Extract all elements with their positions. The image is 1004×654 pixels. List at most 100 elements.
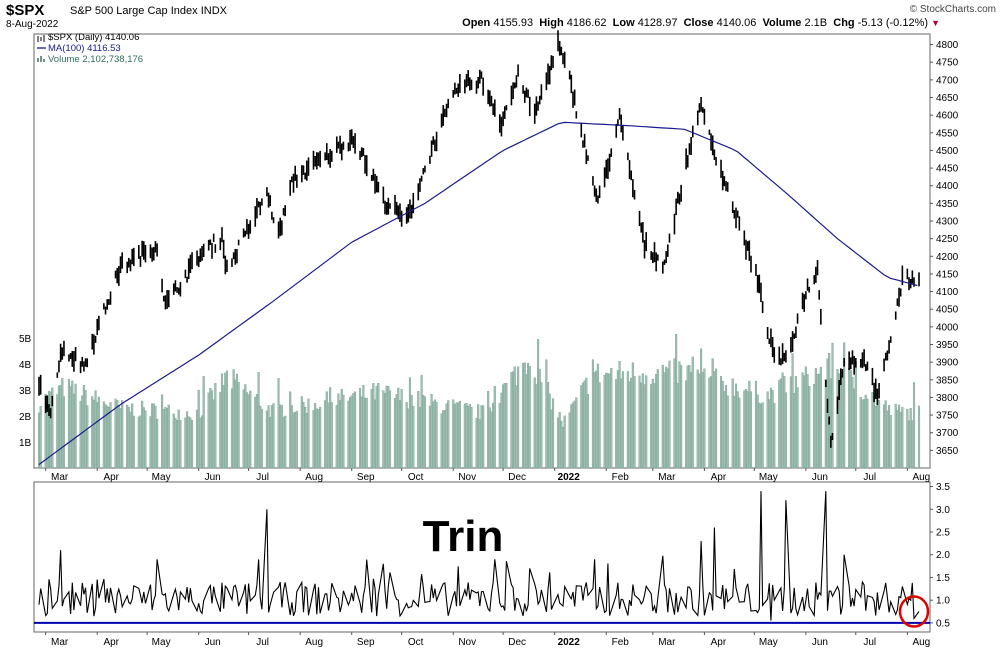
price-bar: [177, 287, 180, 295]
price-bar: [645, 232, 647, 252]
price-bar: [261, 198, 263, 206]
y-tick-label: 4550: [936, 128, 959, 139]
symbol: $SPX: [6, 2, 45, 19]
price-bar: [873, 382, 875, 403]
price-bar: [735, 207, 737, 229]
price-bar: [469, 77, 471, 91]
y-tick-label: 4350: [936, 199, 959, 210]
price-bar: [465, 74, 468, 88]
price-bar: [419, 178, 421, 192]
price-bar: [307, 157, 310, 176]
volume-bar: [423, 396, 426, 469]
price-bar: [889, 336, 892, 343]
volume-bar: [237, 382, 240, 469]
y-tick-label: 3.0: [936, 505, 950, 516]
price-bar: [580, 122, 583, 138]
volume-bar: [412, 406, 415, 469]
price-bar: [384, 200, 386, 215]
price-bar: [557, 30, 559, 52]
price-bar: [103, 303, 105, 310]
price-bar: [826, 398, 829, 413]
price-bar: [108, 299, 110, 305]
down-triangle-icon: ▼: [931, 18, 940, 28]
price-bar: [151, 247, 153, 262]
price-bar: [816, 260, 819, 276]
price-bar: [655, 252, 657, 272]
volume-bar: [62, 396, 66, 469]
y-tick-label: 4650: [936, 93, 959, 104]
price-bar: [176, 287, 178, 293]
price-bar: [676, 191, 679, 204]
price-bar: [347, 142, 350, 152]
price-bar: [214, 244, 217, 253]
volume-bar: [854, 361, 857, 469]
price-bar: [422, 168, 425, 175]
price-bar: [302, 165, 305, 175]
price-bar: [522, 85, 524, 94]
price-bar: [859, 358, 862, 368]
price-bar: [133, 247, 135, 267]
price-bar: [467, 70, 469, 86]
price-bar: [653, 242, 656, 263]
price-bar: [720, 159, 722, 179]
volume-bar: [621, 371, 624, 469]
price-bar: [400, 210, 403, 227]
price-bar: [913, 277, 915, 287]
x-tick-label: Apr: [103, 472, 119, 483]
price-bar: [272, 217, 275, 224]
price-bar: [202, 243, 205, 258]
price-bar: [785, 350, 787, 363]
price-bar: [289, 179, 291, 196]
legend-entry: $SPX (Daily) 4140.06: [48, 32, 139, 43]
volume-bar: [167, 404, 170, 469]
x-tick-label: Aug: [305, 637, 323, 648]
price-bar: [319, 150, 321, 168]
x-tick-label: Oct: [408, 637, 424, 648]
price-bar: [638, 210, 641, 227]
price-bar: [138, 245, 140, 259]
price-bar: [801, 292, 804, 310]
price-bar: [533, 103, 536, 124]
price-bar: [196, 250, 198, 266]
price-bar: [452, 90, 455, 98]
price-bar: [291, 176, 293, 183]
price-bar: [219, 237, 222, 251]
price-bar: [79, 361, 82, 374]
price-bar: [673, 213, 676, 235]
price-bar: [86, 358, 89, 368]
price-bar: [675, 198, 677, 216]
price-bar: [359, 150, 361, 160]
volume-bar: [214, 383, 217, 469]
volume-bar: [458, 400, 461, 469]
price-bar: [535, 96, 538, 116]
volume-bar: [156, 418, 159, 469]
price-bar: [668, 233, 671, 243]
volume-bar: [249, 390, 252, 469]
price-bar: [350, 129, 353, 145]
price-bar: [523, 90, 526, 103]
volume-bar: [563, 415, 566, 469]
price-bar: [46, 395, 49, 412]
volume-bar: [400, 388, 403, 469]
index-name: S&P 500 Large Cap Index INDX: [70, 5, 227, 17]
price-bar: [628, 160, 631, 180]
price-bar: [234, 248, 237, 265]
price-bar: [330, 150, 333, 162]
price-bar: [306, 160, 308, 181]
price-bar: [733, 210, 736, 219]
price-bar: [874, 378, 877, 400]
price-bar: [405, 207, 408, 224]
price-bar: [324, 152, 326, 161]
y-tick-label: 4200: [936, 252, 959, 263]
price-bar: [152, 247, 155, 261]
bar-icon: [37, 56, 45, 62]
price-bars: [38, 30, 920, 448]
price-bar: [342, 141, 345, 150]
y-tick-label: 3750: [936, 411, 959, 422]
price-bar: [525, 87, 528, 98]
volume-bar: [831, 342, 834, 469]
price-bar: [796, 313, 799, 324]
price-bar: [94, 335, 97, 343]
price-bar: [63, 340, 65, 357]
price-bar: [502, 111, 504, 127]
